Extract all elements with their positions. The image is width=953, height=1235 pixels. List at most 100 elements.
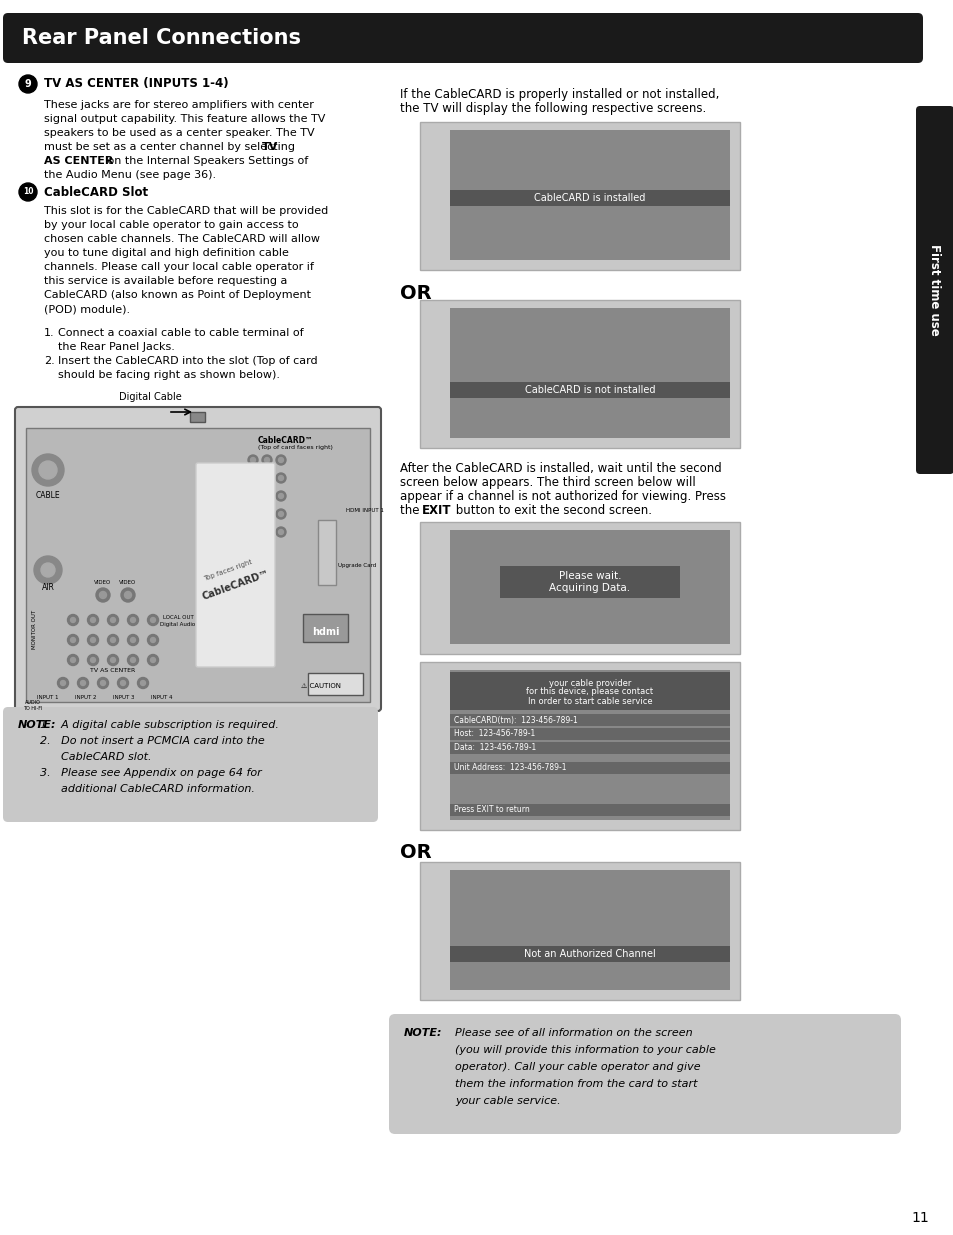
Text: chosen cable channels. The CableCARD will allow: chosen cable channels. The CableCARD wil… — [44, 233, 319, 245]
FancyBboxPatch shape — [195, 463, 274, 667]
Text: CABLE: CABLE — [35, 490, 60, 499]
FancyBboxPatch shape — [15, 408, 380, 711]
Circle shape — [262, 473, 272, 483]
Circle shape — [278, 511, 283, 516]
Circle shape — [248, 454, 257, 466]
Text: channels. Please call your local cable operator if: channels. Please call your local cable o… — [44, 262, 314, 272]
Text: 9: 9 — [25, 79, 31, 89]
Circle shape — [19, 183, 37, 201]
Text: signal output capability. This feature allows the TV: signal output capability. This feature a… — [44, 114, 325, 124]
Circle shape — [19, 75, 37, 93]
Circle shape — [111, 618, 115, 622]
Text: the: the — [399, 504, 423, 517]
Text: Press EXIT to return: Press EXIT to return — [454, 805, 529, 815]
Text: by your local cable operator to gain access to: by your local cable operator to gain acc… — [44, 220, 298, 230]
Circle shape — [68, 635, 78, 646]
Circle shape — [91, 657, 95, 662]
Circle shape — [71, 657, 75, 662]
Text: INPUT 2: INPUT 2 — [75, 695, 96, 700]
Text: additional CableCARD information.: additional CableCARD information. — [40, 784, 254, 794]
Text: them the information from the card to start: them the information from the card to st… — [455, 1079, 697, 1089]
Text: Insert the CableCARD into the slot (Top of card: Insert the CableCARD into the slot (Top … — [58, 356, 317, 366]
Text: 1.   A digital cable subscription is required.: 1. A digital cable subscription is requi… — [40, 720, 278, 730]
Text: speakers to be used as a center speaker. The TV: speakers to be used as a center speaker.… — [44, 128, 314, 138]
Text: Please see of all information on the screen: Please see of all information on the scr… — [455, 1028, 692, 1037]
Circle shape — [128, 635, 138, 646]
Circle shape — [148, 655, 158, 666]
Circle shape — [71, 637, 75, 642]
Bar — [499, 566, 679, 598]
Text: CableCARD (also known as Point of Deployment: CableCARD (also known as Point of Deploy… — [44, 290, 311, 300]
Bar — [317, 520, 335, 585]
FancyBboxPatch shape — [915, 106, 953, 474]
Circle shape — [41, 563, 55, 577]
Text: Connect a coaxial cable to cable terminal of: Connect a coaxial cable to cable termina… — [58, 329, 303, 338]
Text: appear if a channel is not authorized for viewing. Press: appear if a channel is not authorized fo… — [399, 490, 725, 503]
Circle shape — [248, 473, 257, 483]
FancyBboxPatch shape — [3, 706, 377, 823]
Text: CableCARD is not installed: CableCARD is not installed — [524, 385, 655, 395]
Circle shape — [88, 635, 98, 646]
Text: LOCAL OUT: LOCAL OUT — [162, 615, 193, 620]
Bar — [450, 382, 729, 398]
Bar — [419, 662, 740, 830]
Text: TV AS CENTER (INPUTS 1-4): TV AS CENTER (INPUTS 1-4) — [44, 78, 229, 90]
Circle shape — [140, 680, 146, 685]
Circle shape — [125, 592, 132, 599]
Circle shape — [34, 556, 62, 584]
Text: your cable service.: your cable service. — [455, 1095, 560, 1107]
Circle shape — [148, 615, 158, 625]
Text: ⚠ CAUTION: ⚠ CAUTION — [301, 683, 340, 689]
Circle shape — [151, 618, 155, 622]
Bar — [419, 122, 740, 270]
Circle shape — [120, 680, 126, 685]
Text: 3.   Please see Appendix on page 64 for: 3. Please see Appendix on page 64 for — [40, 768, 261, 778]
Circle shape — [57, 678, 69, 688]
Text: Unit Address:  123-456-789-1: Unit Address: 123-456-789-1 — [454, 763, 566, 773]
Circle shape — [97, 678, 109, 688]
Bar — [450, 869, 729, 990]
Bar — [450, 672, 729, 710]
Text: In order to start cable service: In order to start cable service — [527, 697, 652, 705]
Text: NOTE:: NOTE: — [18, 720, 56, 730]
Text: AS CENTER: AS CENTER — [44, 156, 113, 165]
Bar — [450, 671, 729, 820]
Text: CableCARD™: CableCARD™ — [257, 436, 314, 445]
Circle shape — [262, 492, 272, 501]
Text: VIDEO: VIDEO — [119, 579, 136, 584]
Text: INPUT 1: INPUT 1 — [37, 695, 59, 700]
Circle shape — [131, 637, 135, 642]
Text: HDMI INPUT 1: HDMI INPUT 1 — [346, 508, 383, 513]
Text: CableCARD(tm):  123-456-789-1: CableCARD(tm): 123-456-789-1 — [454, 715, 578, 725]
Circle shape — [88, 655, 98, 666]
Text: (you will provide this information to your cable: (you will provide this information to yo… — [455, 1045, 715, 1055]
Text: operator). Call your cable operator and give: operator). Call your cable operator and … — [455, 1062, 700, 1072]
Text: After the CableCARD is installed, wait until the second: After the CableCARD is installed, wait u… — [399, 462, 721, 475]
Circle shape — [264, 530, 269, 535]
Text: (POD) module).: (POD) module). — [44, 304, 130, 314]
Circle shape — [108, 635, 118, 646]
Text: OR: OR — [399, 844, 431, 862]
Bar — [26, 429, 370, 701]
Circle shape — [77, 678, 89, 688]
Circle shape — [91, 637, 95, 642]
Circle shape — [264, 475, 269, 480]
Bar — [450, 804, 729, 816]
Text: you to tune digital and high definition cable: you to tune digital and high definition … — [44, 248, 289, 258]
Circle shape — [151, 657, 155, 662]
Text: Not an Authorized Channel: Not an Authorized Channel — [523, 948, 655, 960]
Circle shape — [275, 492, 286, 501]
Text: Digital Audio: Digital Audio — [160, 622, 195, 627]
Text: This slot is for the CableCARD that will be provided: This slot is for the CableCARD that will… — [44, 206, 328, 216]
Text: CableCARD™: CableCARD™ — [201, 568, 271, 601]
Circle shape — [278, 530, 283, 535]
Circle shape — [96, 588, 110, 601]
Circle shape — [91, 618, 95, 622]
Circle shape — [248, 492, 257, 501]
Text: MONITOR OUT: MONITOR OUT — [32, 610, 37, 650]
Text: 10: 10 — [23, 188, 33, 196]
Text: the Audio Menu (see page 36).: the Audio Menu (see page 36). — [44, 170, 216, 180]
Text: VIDEO: VIDEO — [94, 579, 112, 584]
Circle shape — [264, 457, 269, 462]
Circle shape — [108, 655, 118, 666]
